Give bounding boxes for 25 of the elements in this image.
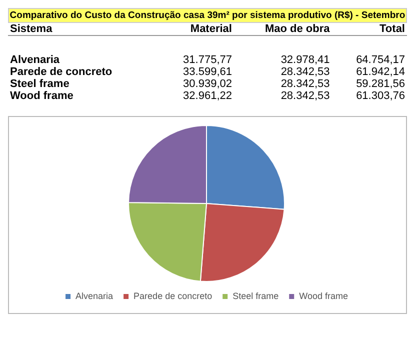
text: 28.342,53 — [280, 90, 331, 102]
text: 59.281,56 — [355, 78, 406, 90]
category-label: Steel frame — [10, 78, 70, 90]
text: 32.961,22 — [182, 90, 233, 102]
text: Material — [189, 23, 233, 36]
legend-label: Wood frame — [299, 290, 348, 301]
text: 32.978,41 — [280, 54, 331, 66]
text: 33.599,61 — [182, 66, 233, 78]
text: 28.342,53 — [280, 66, 331, 78]
category-label: Parede de concreto — [10, 66, 112, 78]
text: 61.942,14 — [355, 66, 406, 78]
legend-label: Parede de concreto — [134, 290, 212, 301]
text: 61.303,76 — [355, 90, 406, 102]
text: Total — [378, 23, 406, 36]
legend-label: Steel frame — [232, 290, 279, 301]
text: 64.754,17 — [355, 54, 406, 66]
chart-title: Comparativo do Custo da Construção casa 39m² por sistema produtivo (R$) - Setembro — [8, 8, 407, 23]
text: 28.342,53 — [280, 78, 331, 90]
category-label: Alvenaria — [10, 54, 60, 66]
category-label: Wood frame — [10, 90, 74, 102]
text: 30.939,02 — [182, 78, 233, 90]
text: Mao de obra — [264, 23, 331, 36]
text: Sistema — [9, 23, 54, 36]
text: 31.775,77 — [182, 54, 233, 66]
legend-label: Alvenaria — [76, 290, 114, 301]
